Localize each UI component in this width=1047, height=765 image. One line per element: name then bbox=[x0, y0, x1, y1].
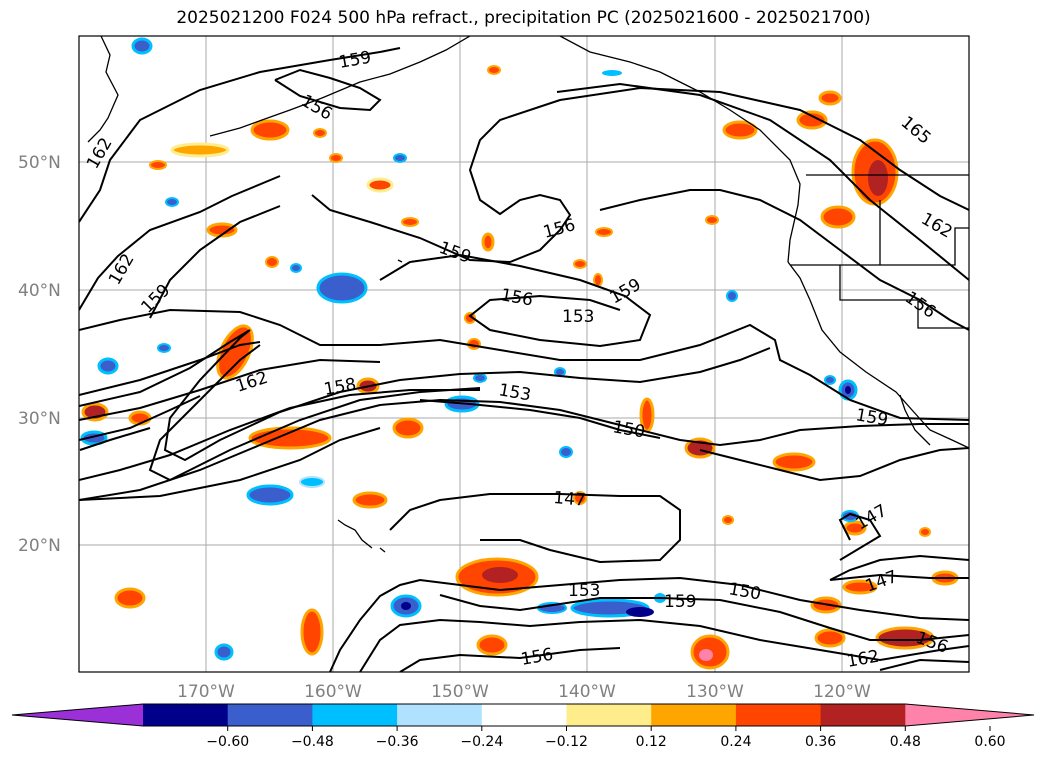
colorbar-segment bbox=[651, 704, 737, 726]
colorbar: −0.60 −0.48 −0.36 −0.24 −0.12 0.12 0.24 0.36 0.4… bbox=[11, 703, 1035, 750]
lon-label: 150°W bbox=[431, 682, 489, 702]
colorbar-segment bbox=[312, 704, 398, 726]
colorbar-extend-min bbox=[12, 704, 143, 726]
contour-label: 153 bbox=[562, 307, 594, 327]
colorbar-tick-label: 0.24 bbox=[720, 734, 751, 750]
colorbar-extend-max bbox=[905, 704, 1034, 726]
lat-label: 50°N bbox=[18, 153, 61, 173]
colorbar-tick-label: 0.36 bbox=[805, 734, 836, 750]
lon-label: 130°W bbox=[686, 682, 744, 702]
colorbar-segment bbox=[143, 704, 229, 726]
colorbar-segment bbox=[397, 704, 483, 726]
lon-label: 120°W bbox=[813, 682, 871, 702]
lat-label: 20°N bbox=[18, 536, 61, 556]
colorbar-segment bbox=[735, 704, 822, 726]
lon-label: 170°W bbox=[177, 682, 235, 702]
colorbar-tick-label: 0.48 bbox=[890, 734, 921, 750]
precip-negative bbox=[80, 37, 859, 661]
colorbar-tick-label: −0.12 bbox=[545, 734, 588, 750]
contour-label: 159 bbox=[664, 592, 696, 612]
lon-label: 140°W bbox=[558, 682, 616, 702]
colorbar-segment bbox=[566, 704, 652, 726]
lon-labels: 170°W 160°W 150°W 140°W 130°W 120°W bbox=[177, 682, 871, 702]
plot-title: 2025021200 F024 500 hPa refract., precip… bbox=[176, 8, 871, 28]
colorbar-tick-label: −0.36 bbox=[376, 734, 419, 750]
precip-positive bbox=[81, 65, 959, 670]
lat-labels: 50°N 40°N 30°N 20°N bbox=[18, 153, 61, 556]
contour-label: 147 bbox=[553, 488, 587, 511]
colorbar-tick-label: 0.12 bbox=[636, 734, 667, 750]
map-panel: 159 162 162 159 156 159 156 153 159 156 … bbox=[78, 35, 970, 673]
colorbar-tick-label: −0.24 bbox=[460, 734, 503, 750]
lat-label: 40°N bbox=[18, 281, 61, 301]
colorbar-segment bbox=[227, 704, 313, 726]
lon-label: 160°W bbox=[304, 682, 362, 702]
colorbar-tick-label: −0.60 bbox=[206, 734, 249, 750]
graticule bbox=[79, 36, 969, 672]
colorbar-segment bbox=[820, 704, 906, 726]
precip-shading bbox=[80, 37, 959, 670]
colorbar-outline bbox=[11, 703, 1035, 727]
contour-label: 153 bbox=[568, 581, 600, 601]
coastlines bbox=[87, 36, 969, 553]
refractivity-contours bbox=[79, 47, 969, 672]
colorbar-tick-label: −0.48 bbox=[291, 734, 334, 750]
lat-label: 30°N bbox=[18, 409, 61, 429]
colorbar-tick-label: 0.60 bbox=[974, 734, 1005, 750]
colorbar-segment bbox=[481, 704, 567, 726]
